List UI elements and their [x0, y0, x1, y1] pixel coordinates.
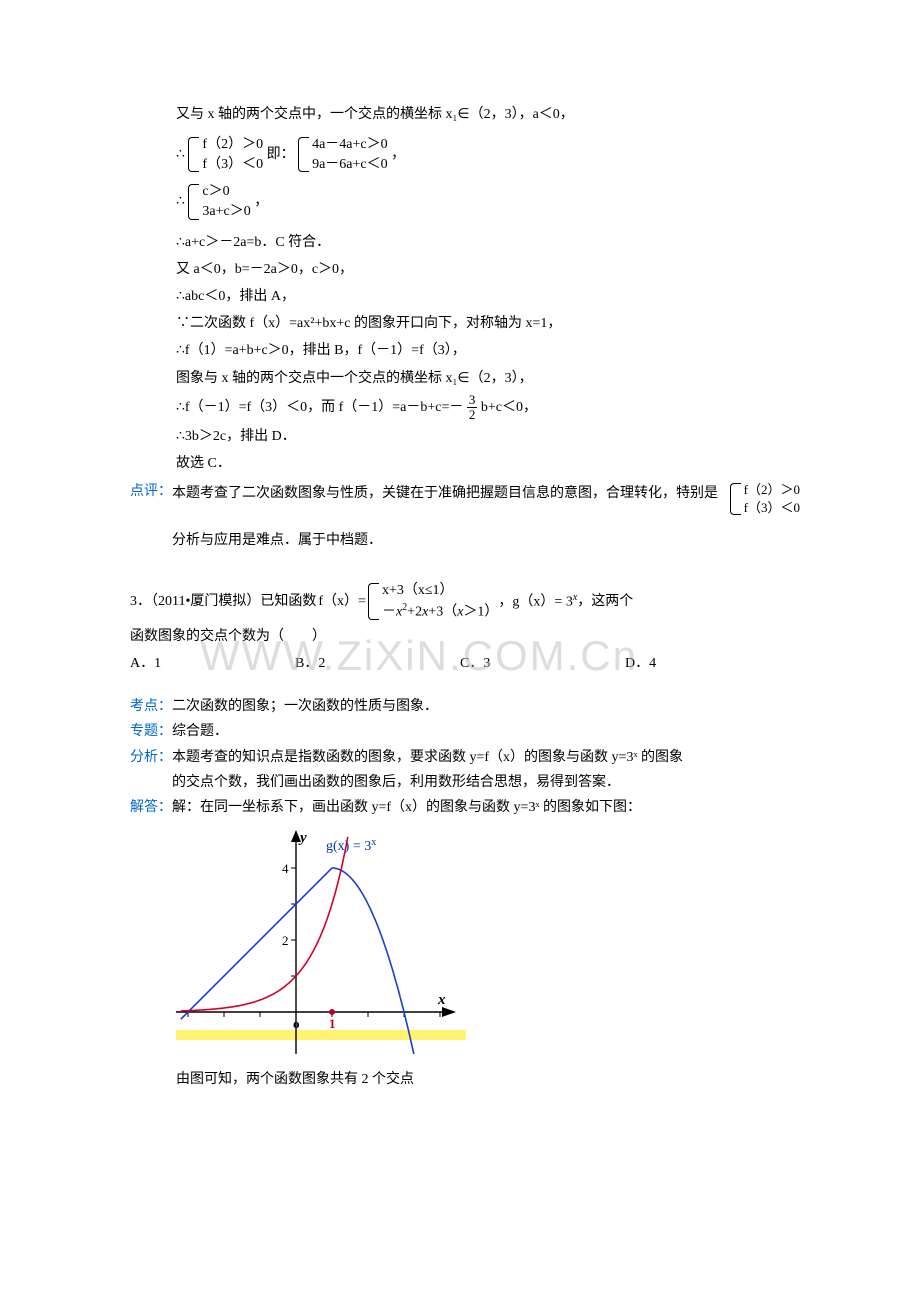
- brace-system: f（2）＞0 f（3）＜0: [188, 135, 263, 174]
- kaodian-label: 考点：: [130, 694, 172, 719]
- zhuanti-label: 专题：: [130, 719, 172, 744]
- denominator: 2: [467, 408, 478, 422]
- sol-line: ∴3b＞2c，排出 D．: [176, 424, 790, 449]
- sys-row: 4a－4a+c＞0: [312, 135, 388, 155]
- sys-row: f（2）＞0: [202, 135, 263, 155]
- q3-stem-line2: 函数图象的交点个数为（ ）: [130, 624, 790, 649]
- sys-row: x+3（x≤1）: [382, 581, 498, 601]
- brace-system: c＞0 3a+c＞0: [188, 182, 250, 221]
- svg-text:4: 4: [282, 861, 289, 876]
- brace-system: f（2）＞0 f（3）＜0: [730, 481, 800, 517]
- sys-row: c＞0: [202, 182, 250, 202]
- svg-text:g(x) = 3x: g(x) = 3x: [326, 837, 376, 855]
- sol-sys1: ∴ f（2）＞0 f（3）＜0 即： 4a－4a+c＞0 9a－6a+c＜0 ，: [176, 135, 790, 174]
- function-graph: 4 2 o 1 y x g(x) = 3x: [176, 824, 790, 1063]
- opt-d: D．4: [625, 651, 790, 676]
- text: ∴f（－1）=f（3）＜0，而 f（－1）=a－b+c=－: [176, 400, 463, 415]
- svg-text:x: x: [437, 992, 446, 1008]
- comma: ，: [254, 194, 268, 209]
- dianping-text: 分析与应用是难点．属于中档题．: [172, 528, 790, 553]
- sys-row: 9a－6a+c＜0: [312, 155, 388, 175]
- text: b+c＜0，: [481, 400, 537, 415]
- q3-options: A．1 B．2 C．3 D．4: [130, 651, 790, 676]
- sol-line: 又与 x 轴的两个交点中，一个交点的横坐标 x₁∈（2，3），a＜0，: [176, 102, 790, 127]
- dianping-block: 点评： 本题考查了二次函数图象与性质，关键在于准确把握题目信息的意图，合理转化，…: [130, 479, 790, 555]
- text: ，g（x）= 3: [498, 594, 572, 609]
- sys-row: f（3）＜0: [202, 155, 263, 175]
- fenxi-text: 本题考查的知识点是指数函数的图象，要求函数 y=f（x）的图象与函数 y=3ˣ …: [172, 745, 790, 770]
- question-3: 3．（2011•厦门模拟）已知函数 f（x）= x+3（x≤1） －x2+2x+…: [130, 581, 790, 676]
- kaodian-text: 二次函数的图象；一次函数的性质与图象．: [172, 694, 790, 719]
- opt-c: C．3: [460, 651, 625, 676]
- svg-text:o: o: [293, 1016, 300, 1031]
- sol-line: ∴f（1）=a+b+c＞0，排出 B，f（－1）=f（3），: [176, 338, 790, 363]
- opt-b: B．2: [295, 651, 460, 676]
- fenxi-text: 的交点个数，我们画出函数的图象后，利用数形结合思想，易得到答案．: [172, 770, 790, 795]
- fraction: 3 2: [467, 393, 478, 423]
- fx-expr: f（x）=: [318, 589, 366, 614]
- sol-line: ∴abc＜0，排出 A，: [176, 284, 790, 309]
- sol-line: 故选 C．: [176, 451, 790, 476]
- sol-sys2: ∴ c＞0 3a+c＞0 ，: [176, 182, 790, 221]
- sol-line: 图象与 x 轴的两个交点中一个交点的横坐标 x₁∈（2，3），: [176, 366, 790, 391]
- svg-text:2: 2: [282, 933, 289, 948]
- sol-line: 又 a＜0，b=－2a＞0，c＞0，: [176, 257, 790, 282]
- svg-text:y: y: [298, 830, 307, 846]
- jieda-last: 由图可知，两个函数图象共有 2 个交点: [130, 1067, 790, 1092]
- prefix: ∴: [176, 147, 185, 162]
- q3-stem: 3．（2011•厦门模拟）已知函数: [130, 589, 316, 614]
- zhuanti-block: 专题： 综合题．: [130, 719, 790, 744]
- sys-row: 3a+c＞0: [202, 202, 250, 222]
- brace-system: 4a－4a+c＞0 9a－6a+c＜0: [298, 135, 388, 174]
- zhuanti-text: 综合题．: [172, 719, 790, 744]
- comma: ，: [391, 147, 405, 162]
- sys-row: －x2+2x+3（x＞1）: [382, 601, 498, 622]
- numerator: 3: [467, 393, 478, 408]
- fenxi-label: 分析：: [130, 745, 172, 770]
- jieda-label: 解答：: [130, 795, 172, 820]
- sol-line: ∴a+c＞－2a=b．C 符合．: [176, 230, 790, 255]
- sys-row: f（3）＜0: [744, 499, 800, 517]
- opt-a: A．1: [130, 651, 295, 676]
- sys-row: f（2）＞0: [744, 481, 800, 499]
- dianping-label: 点评：: [130, 479, 172, 504]
- dianping-text: 本题考查了二次函数图象与性质，关键在于准确把握题目信息的意图，合理转化，特别是: [172, 486, 718, 501]
- graph-svg: 4 2 o 1 y x g(x) = 3x: [176, 824, 466, 1054]
- sol-line: ∴f（－1）=f（3）＜0，而 f（－1）=a－b+c=－ 3 2 b+c＜0，: [176, 393, 790, 423]
- gx-expr: ，g（x）= 3x: [498, 589, 577, 615]
- jieda-text: 解：在同一坐标系下，画出函数 y=f（x）的图象与函数 y=3ˣ 的图象如下图：: [172, 795, 790, 820]
- q3-stem: ，这两个: [577, 589, 633, 614]
- kaodian-block: 考点： 二次函数的图象；一次函数的性质与图象．: [130, 694, 790, 719]
- jieda-block: 解答： 解：在同一坐标系下，画出函数 y=f（x）的图象与函数 y=3ˣ 的图象…: [130, 795, 790, 820]
- svg-text:1: 1: [329, 1016, 336, 1031]
- mid-text: 即：: [267, 147, 295, 162]
- fenxi-block: 分析： 本题考查的知识点是指数函数的图象，要求函数 y=f（x）的图象与函数 y…: [130, 745, 790, 795]
- prefix: ∴: [176, 194, 185, 209]
- piecewise: x+3（x≤1） －x2+2x+3（x＞1）: [368, 581, 498, 622]
- sol-line: ∵二次函数 f（x）=ax²+bx+c 的图象开口向下，对称轴为 x=1，: [176, 311, 790, 336]
